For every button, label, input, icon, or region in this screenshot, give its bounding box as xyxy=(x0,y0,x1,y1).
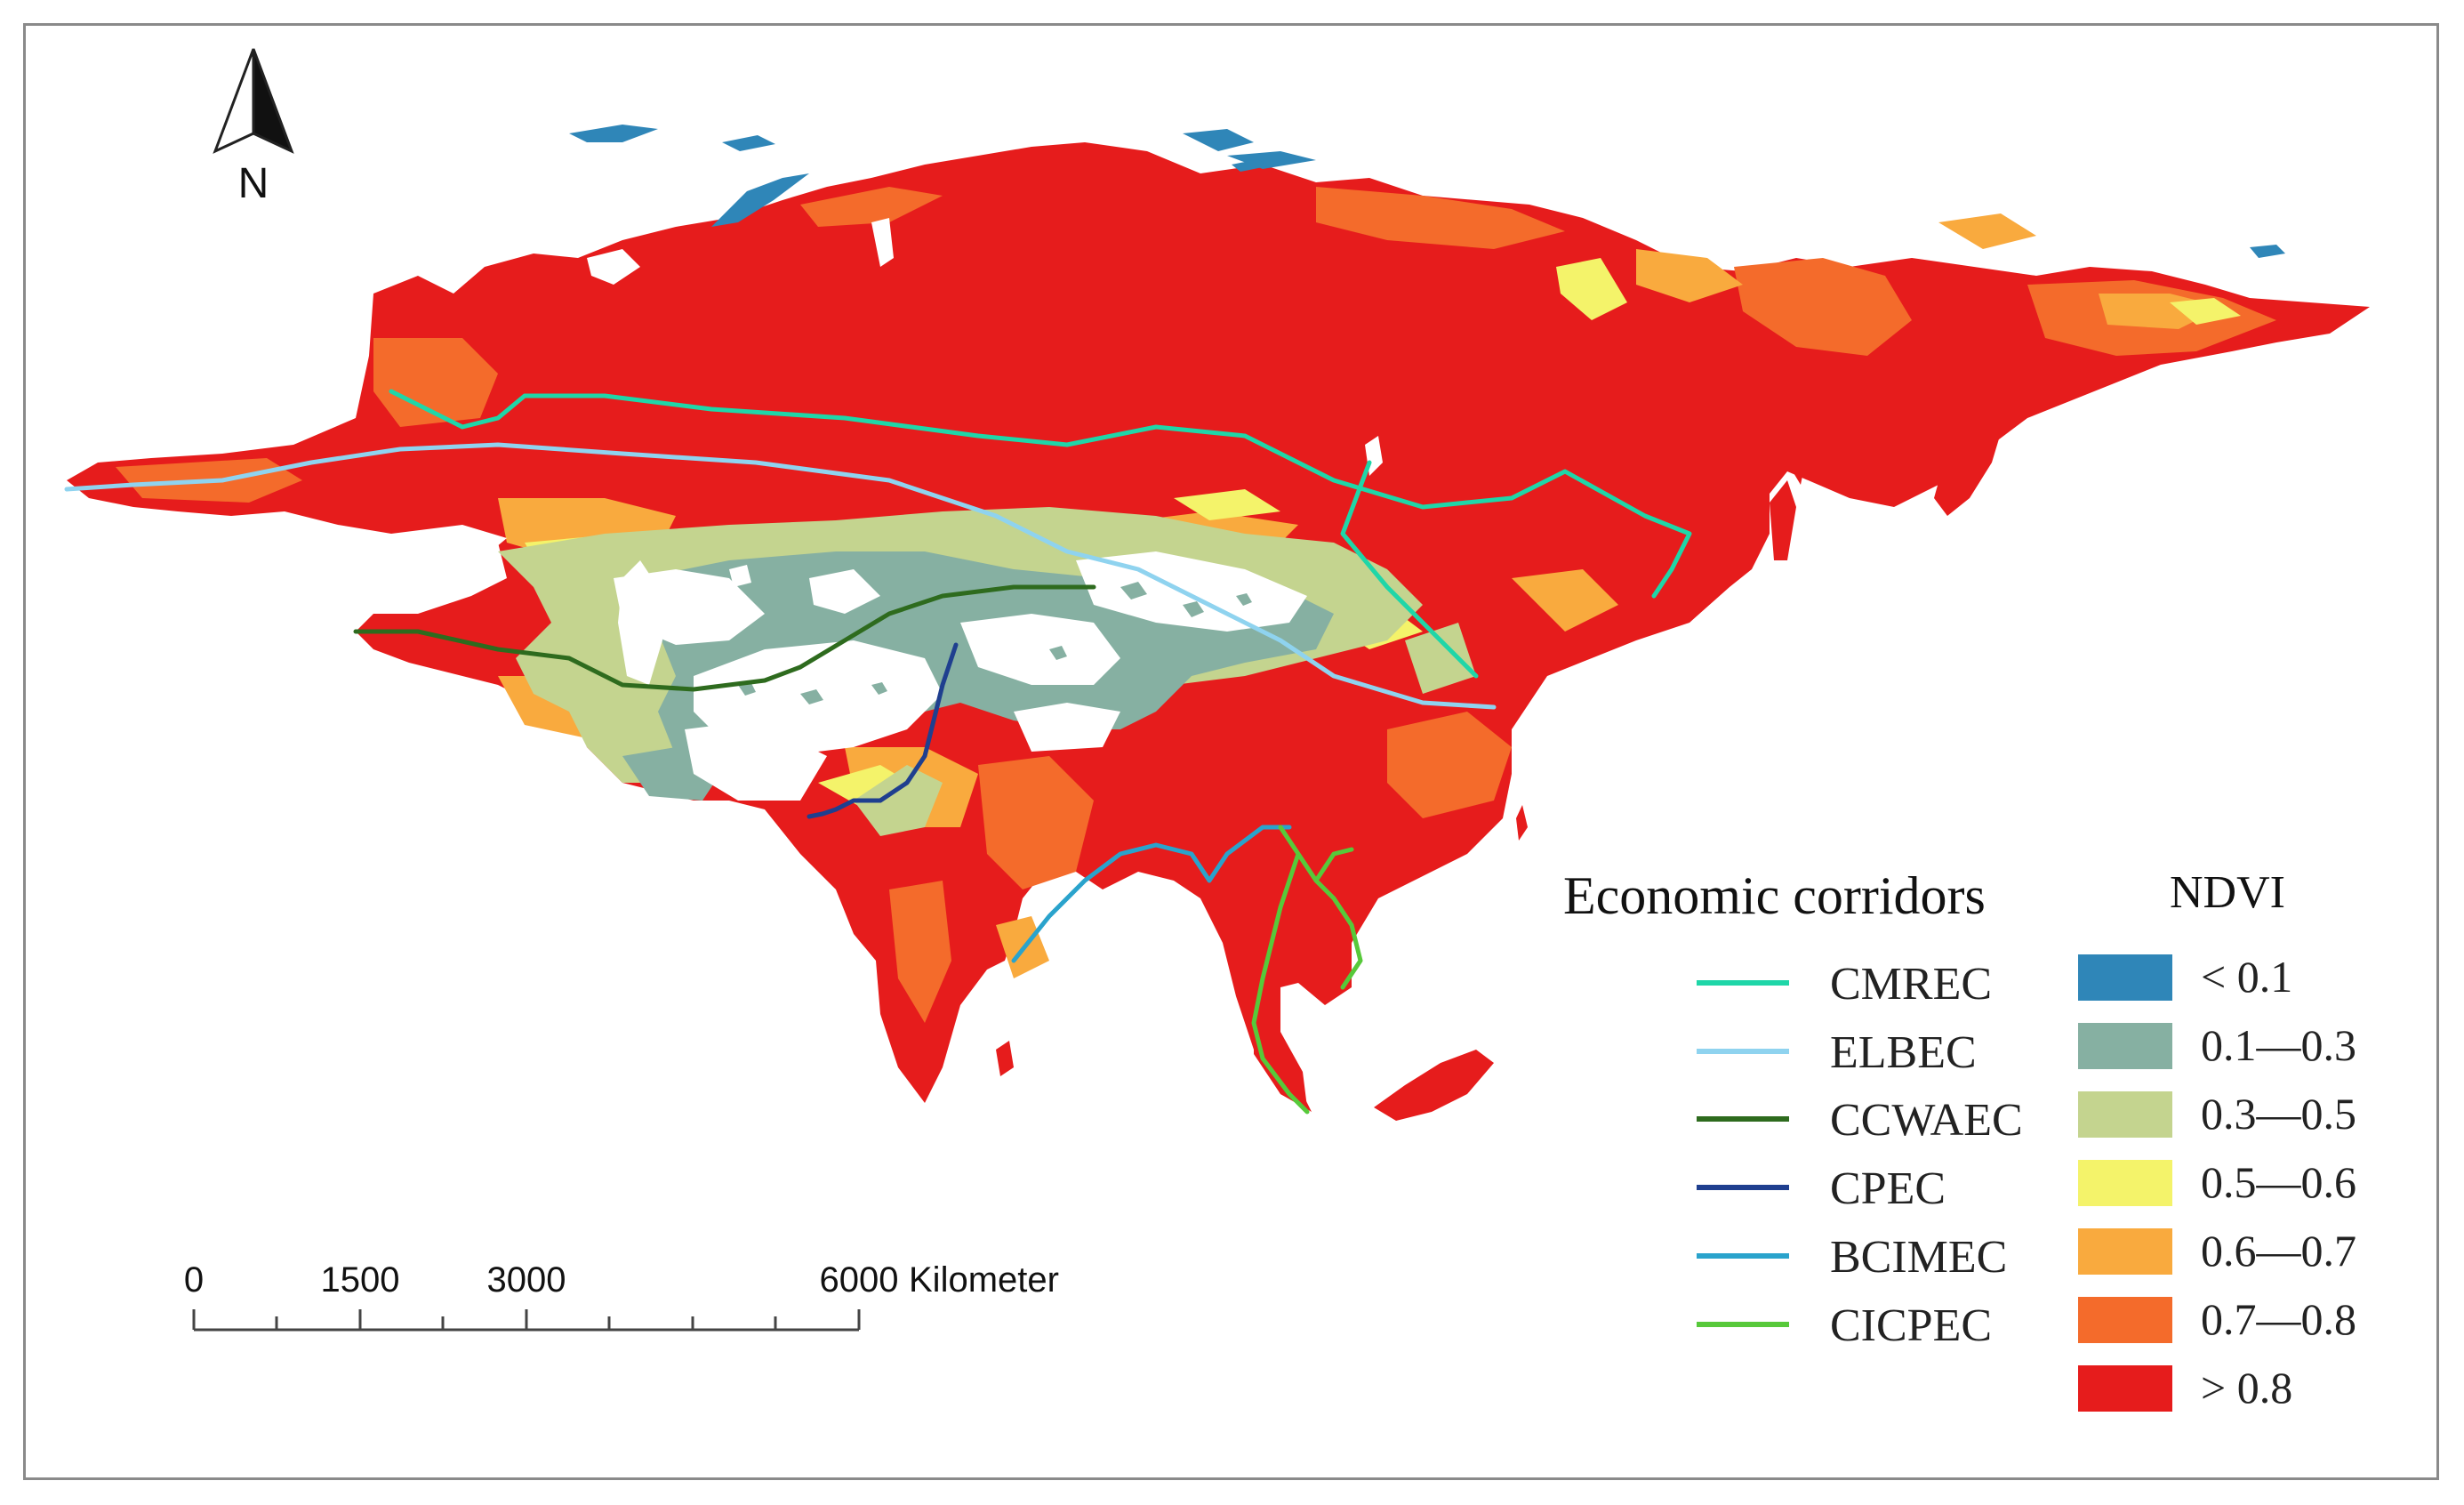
legend-corridor-label-ccwaec: CCWAEC xyxy=(1830,1095,2023,1146)
north-arrow-right-half xyxy=(252,48,294,154)
scale-tick-6000: 6000 xyxy=(820,1260,899,1300)
legend-corridor-item-elbec: ELBEC xyxy=(1697,1027,1977,1078)
black-sea xyxy=(391,525,507,560)
legend-corridor-item-cicpec: CICPEC xyxy=(1697,1300,1992,1351)
legend-corridor-item-ccwaec: CCWAEC xyxy=(1697,1095,2023,1146)
legend-corridor-label-cpec: CPEC xyxy=(1830,1163,1946,1214)
legend-ndvi-label-3: 0.5—0.6 xyxy=(2201,1157,2356,1207)
north-arrow-left-half xyxy=(213,48,255,154)
scale-tick-1500: 1500 xyxy=(321,1260,400,1300)
legend-ndvi: NDVI < 0.1 0.1—0.3 0.3—0.5 0.5—0.6 0.6—0… xyxy=(2078,867,2356,1412)
north-arrow: N xyxy=(213,48,294,207)
landmass-svalbard xyxy=(569,125,658,142)
legend-corridors: Economic corridors CMREC ELBEC CCWAEC CP… xyxy=(1563,866,2023,1351)
landmass-franz xyxy=(1183,129,1254,151)
landmass-severnaya xyxy=(1227,151,1316,169)
landmass-japan-south xyxy=(1770,480,1796,560)
corridor-cicpec xyxy=(1251,825,1363,1115)
water-bodies xyxy=(391,218,1383,685)
landmass-srilanka xyxy=(996,1041,1014,1076)
legend-ndvi-item-6: > 0.8 xyxy=(2078,1363,2292,1412)
legend-ndvi-item-4: 0.6—0.7 xyxy=(2078,1226,2356,1276)
aral-sea xyxy=(729,565,751,587)
legend-ndvi-item-5: 0.7—0.8 xyxy=(2078,1294,2356,1344)
landmass-taiwan xyxy=(1516,805,1528,841)
landmass-japan xyxy=(1934,382,2019,516)
corridor-elbec xyxy=(64,442,1497,710)
corridor-ccwaec xyxy=(353,584,1096,692)
scale-unit: Kilometer xyxy=(909,1260,1059,1300)
scale-tick-0: 0 xyxy=(184,1260,204,1300)
legend-ndvi-label-1: 0.1—0.3 xyxy=(2201,1020,2356,1070)
legend-ndvi-label-2: 0.3—0.5 xyxy=(2201,1089,2356,1139)
legend-corridor-label-elbec: ELBEC xyxy=(1830,1027,1977,1078)
legend-corridor-item-cmrec: CMREC xyxy=(1697,959,1992,1010)
legend-ndvi-label-0: < 0.1 xyxy=(2201,952,2292,1002)
landmass-novaya-zemlya xyxy=(711,173,809,227)
landmass-sumatra xyxy=(1254,1005,1307,1107)
legend-ndvi-label-4: 0.6—0.7 xyxy=(2201,1226,2356,1276)
legend-ndvi-item-1: 0.1—0.3 xyxy=(2078,1020,2356,1070)
corridor-bcimec xyxy=(1011,825,1292,963)
legend-ndvi-item-3: 0.5—0.6 xyxy=(2078,1157,2356,1207)
landmass-borneo xyxy=(1374,1050,1494,1121)
legend-ndvi-item-2: 0.3—0.5 xyxy=(2078,1089,2356,1139)
legend-corridor-item-cpec: CPEC xyxy=(1697,1163,1946,1214)
white-sea xyxy=(587,249,640,285)
legend-corridor-label-cicpec: CICPEC xyxy=(1830,1300,1992,1351)
scale-bar: 0 1500 3000 6000 Kilometer xyxy=(184,1260,1059,1332)
corridor-cpec xyxy=(807,642,959,819)
legend-corridor-item-bcimec: BCIMEC xyxy=(1697,1232,2007,1283)
gulf-of-ob xyxy=(871,218,894,267)
north-arrow-label: N xyxy=(238,160,269,207)
caspian-sea xyxy=(618,560,662,685)
legend-corridor-label-cmrec: CMREC xyxy=(1830,959,1992,1010)
landmass-sakhalin xyxy=(1787,436,1805,485)
legend-ndvi-item-0: < 0.1 xyxy=(2078,952,2292,1002)
legend-ndvi-title: NDVI xyxy=(2170,867,2285,918)
legend-corridor-label-bcimec: BCIMEC xyxy=(1830,1232,2007,1283)
scale-tick-3000: 3000 xyxy=(487,1260,566,1300)
corridor-cmrec xyxy=(389,389,1692,679)
legend-ndvi-label-5: 0.7—0.8 xyxy=(2201,1294,2356,1344)
corridor-lines xyxy=(64,389,1692,1115)
landmass-wrangel xyxy=(2250,245,2285,258)
legend-corridors-title: Economic corridors xyxy=(1563,866,1986,925)
legend-ndvi-label-6: > 0.8 xyxy=(2201,1363,2292,1412)
